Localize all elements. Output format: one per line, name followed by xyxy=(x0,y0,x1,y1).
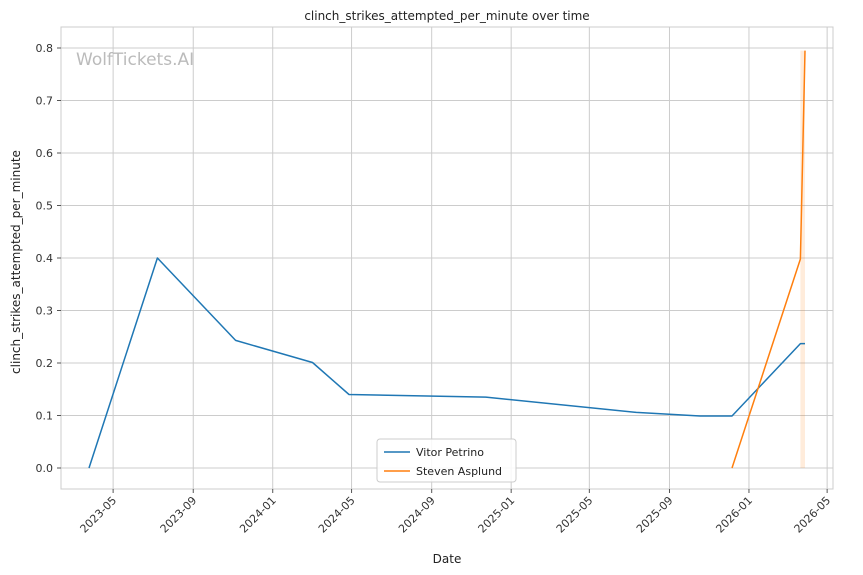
y-tick-label: 0.2 xyxy=(36,357,54,370)
x-axis-label: Date xyxy=(433,552,462,566)
steven-asplund-band xyxy=(800,50,805,468)
y-tick-label: 0.0 xyxy=(36,462,54,475)
x-tick-label: 2024-05 xyxy=(316,494,358,536)
grid xyxy=(61,27,833,489)
legend-box xyxy=(376,438,517,483)
x-tick-label: 2025-09 xyxy=(634,494,676,536)
y-tick-label: 0.4 xyxy=(36,252,54,265)
y-tick-labels: 0.0 0.1 0.2 0.3 0.4 0.5 0.6 0.7 0.8 xyxy=(36,42,61,475)
y-axis-label: clinch_strikes_attempted_per_minute xyxy=(9,150,23,374)
x-tick-label: 2025-01 xyxy=(476,494,518,536)
confidence-band xyxy=(800,50,805,468)
y-tick-label: 0.5 xyxy=(36,200,54,213)
x-tick-label: 2026-01 xyxy=(713,494,755,536)
x-tick-label: 2023-09 xyxy=(158,494,200,536)
x-tick-label: 2024-09 xyxy=(396,494,438,536)
legend-label-steven-asplund: Steven Asplund xyxy=(416,465,502,478)
x-tick-label: 2026-05 xyxy=(792,494,834,536)
chart-title: clinch_strikes_attempted_per_minute over… xyxy=(304,9,589,23)
legend-label-vitor-petrino: Vitor Petrino xyxy=(416,446,484,459)
legend: Vitor Petrino Steven Asplund xyxy=(376,438,517,483)
y-tick-label: 0.7 xyxy=(36,95,54,108)
series-lines xyxy=(88,50,806,469)
x-tick-label: 2023-05 xyxy=(78,494,120,536)
x-tick-label: 2024-01 xyxy=(237,494,279,536)
y-tick-label: 0.8 xyxy=(36,42,54,55)
series-line-steven-asplund xyxy=(731,50,806,469)
y-tick-label: 0.1 xyxy=(36,410,54,423)
x-tick-label: 2025-05 xyxy=(554,494,596,536)
series-line-vitor-petrino xyxy=(88,257,805,469)
watermark: WolfTickets.AI xyxy=(76,50,194,70)
y-tick-label: 0.6 xyxy=(36,147,54,160)
x-tick-labels: 2023-05 2023-09 2024-01 2024-05 2024-09 2025-… xyxy=(78,489,834,536)
y-tick-label: 0.3 xyxy=(36,305,54,318)
